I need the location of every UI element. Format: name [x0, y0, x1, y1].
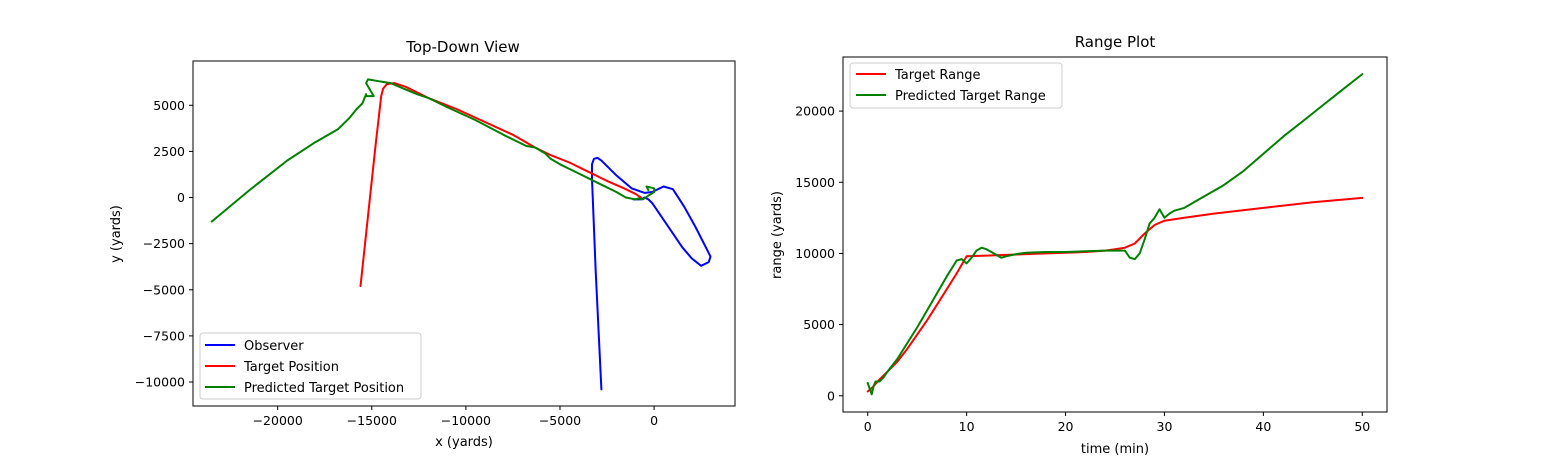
y-tick-label: 0 — [177, 190, 185, 205]
legend-box — [849, 62, 1063, 109]
series-line-target-position — [359, 82, 642, 288]
x-axis-ticks: 0 10 20 30 40 50 — [864, 412, 1370, 434]
legend: Target Range Predicted Target Range — [849, 62, 1063, 109]
x-tick-label: 0 — [650, 413, 658, 428]
plot-area — [210, 78, 712, 391]
y-axis-label: y (yards) — [109, 205, 124, 263]
y-tick-label: 0 — [827, 388, 835, 403]
x-axis-label: x (yards) — [435, 435, 493, 450]
y-tick-label: 15000 — [795, 175, 835, 190]
axes-frame — [192, 60, 736, 407]
x-tick-label: 30 — [1157, 419, 1173, 434]
axes-frame — [842, 56, 1388, 413]
legend-label-target-position: Target Position — [243, 360, 339, 375]
range-plot-panel: Range Plot 0 10 20 30 40 50 0 5000 10000 15000 20… — [770, 33, 1388, 457]
series-line-predicted-target-range — [866, 73, 1364, 396]
y-tick-label: 5000 — [803, 317, 835, 332]
y-tick-label: −2500 — [143, 236, 185, 251]
legend-label-predicted-target-range: Predicted Target Range — [895, 89, 1046, 104]
legend-label-target-range: Target Range — [894, 68, 981, 83]
x-tick-label: −5000 — [539, 413, 581, 428]
x-tick-label: −10000 — [441, 413, 491, 428]
plot-area — [866, 73, 1364, 396]
x-axis-label: time (min) — [1081, 442, 1149, 457]
series-line-predicted-target-position — [210, 78, 656, 223]
x-tick-label: 40 — [1255, 419, 1271, 434]
y-axis-label: range (yards) — [770, 191, 785, 279]
x-tick-label: 0 — [864, 419, 872, 434]
y-tick-label: −5000 — [143, 282, 185, 297]
x-tick-label: −15000 — [347, 413, 397, 428]
series-line-target-range — [866, 196, 1364, 393]
chart-title: Range Plot — [1075, 33, 1156, 51]
legend-label-observer: Observer — [244, 339, 304, 354]
y-axis-ticks: −10000 −7500 −5000 −2500 0 2500 5000 — [135, 98, 193, 390]
x-tick-label: −20000 — [253, 413, 303, 428]
y-tick-label: 5000 — [153, 98, 185, 113]
x-tick-label: 20 — [1058, 419, 1074, 434]
y-tick-label: −7500 — [143, 328, 185, 343]
legend-label-predicted-target-position: Predicted Target Position — [244, 381, 404, 396]
y-tick-label: 2500 — [153, 144, 185, 159]
x-tick-label: 10 — [959, 419, 975, 434]
legend: Observer Target Position Predicted Targe… — [199, 332, 422, 400]
chart-title: Top-Down View — [405, 38, 520, 56]
series-line-observer — [591, 156, 712, 391]
y-tick-label: 20000 — [795, 104, 835, 119]
x-tick-label: 50 — [1354, 419, 1370, 434]
y-tick-label: 10000 — [795, 246, 835, 261]
y-tick-label: −10000 — [135, 375, 185, 390]
legend-box — [199, 332, 422, 400]
x-axis-ticks: −20000 −15000 −10000 −5000 0 — [253, 406, 658, 428]
y-axis-ticks: 0 5000 10000 15000 20000 — [795, 104, 843, 403]
top-down-view-panel: Top-Down View −20000 −15000 −10000 −5000 0 −… — [109, 38, 736, 450]
